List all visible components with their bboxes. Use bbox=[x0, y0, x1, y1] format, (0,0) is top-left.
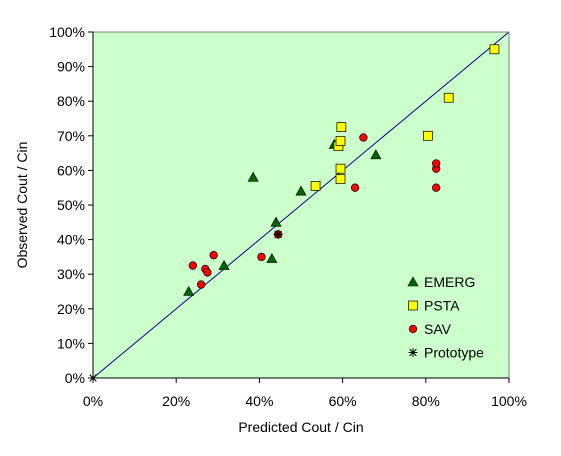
legend-label: EMERG bbox=[424, 274, 475, 290]
emerg-point bbox=[270, 216, 282, 227]
legend: EMERG PSTA SAV Prototype bbox=[407, 274, 484, 361]
legend-label: Prototype bbox=[424, 345, 484, 361]
x-tick-label: 40% bbox=[245, 393, 273, 409]
emerg-point bbox=[183, 285, 195, 296]
sav-point bbox=[432, 183, 441, 192]
x-axis: 0% 20% 40% 60% 80% 100% bbox=[83, 377, 527, 409]
emerg-point bbox=[218, 259, 230, 270]
legend-marker-emerg bbox=[407, 276, 419, 287]
emerg-point bbox=[247, 171, 259, 182]
legend-item-emerg: EMERG bbox=[407, 274, 475, 290]
sav-point bbox=[197, 280, 206, 289]
x-tick-label: 0% bbox=[83, 393, 103, 409]
series-emerg bbox=[183, 138, 382, 296]
legend-item-sav: SAV bbox=[408, 321, 452, 337]
psta-point bbox=[335, 174, 346, 184]
psta-point bbox=[489, 44, 500, 55]
x-tick-label: 100% bbox=[491, 393, 527, 409]
reference-line-layer bbox=[92, 31, 510, 379]
psta-point bbox=[310, 181, 321, 191]
sav-point bbox=[188, 261, 197, 270]
psta-point bbox=[335, 163, 346, 174]
sav-point bbox=[350, 183, 360, 192]
legend-marker-sav bbox=[408, 324, 418, 334]
y-tick-label: 50% bbox=[57, 197, 85, 213]
reference-line bbox=[92, 31, 510, 379]
x-axis-title: Predicted Cout / Cin bbox=[238, 419, 363, 435]
y-tick-label: 60% bbox=[57, 162, 85, 178]
y-tick-label: 40% bbox=[57, 232, 85, 248]
sav-point bbox=[432, 159, 441, 168]
y-tick-label: 10% bbox=[57, 335, 85, 351]
legend-label: SAV bbox=[424, 321, 452, 337]
sav-point bbox=[257, 252, 266, 262]
x-tick-label: 60% bbox=[329, 393, 357, 409]
emerg-point bbox=[266, 253, 278, 263]
y-tick-label: 0% bbox=[65, 370, 85, 386]
psta-point bbox=[443, 92, 454, 103]
series-psta bbox=[310, 44, 500, 191]
legend-marker-prototype bbox=[408, 348, 418, 357]
psta-point bbox=[336, 122, 347, 133]
emerg-point bbox=[370, 149, 382, 160]
y-tick-label: 80% bbox=[57, 93, 85, 109]
y-axis-title: Observed Cout / Cin bbox=[14, 142, 30, 269]
prototype-point bbox=[273, 229, 283, 239]
sav-point bbox=[203, 268, 212, 277]
x-tick-label: 20% bbox=[162, 393, 190, 409]
x-tick-label: 80% bbox=[412, 393, 440, 409]
sav-point bbox=[359, 133, 368, 142]
y-tick-label: 20% bbox=[57, 301, 85, 317]
y-tick-label: 90% bbox=[57, 59, 85, 75]
y-axis: 0% 10% 20% 30% 40% 50% 60% 70% 80% 90% 100% bbox=[49, 24, 94, 386]
legend-item-prototype: Prototype bbox=[408, 345, 484, 361]
legend-item-psta: PSTA bbox=[408, 298, 460, 314]
legend-label: PSTA bbox=[424, 298, 460, 314]
psta-point bbox=[335, 136, 346, 146]
emerg-point bbox=[295, 185, 307, 196]
y-tick-label: 100% bbox=[49, 24, 85, 40]
y-tick-label: 70% bbox=[57, 128, 85, 144]
series-sav bbox=[188, 133, 441, 289]
sav-point bbox=[209, 251, 218, 260]
y-tick-label: 30% bbox=[57, 266, 85, 282]
psta-point bbox=[423, 130, 433, 141]
legend-marker-psta bbox=[408, 300, 418, 311]
